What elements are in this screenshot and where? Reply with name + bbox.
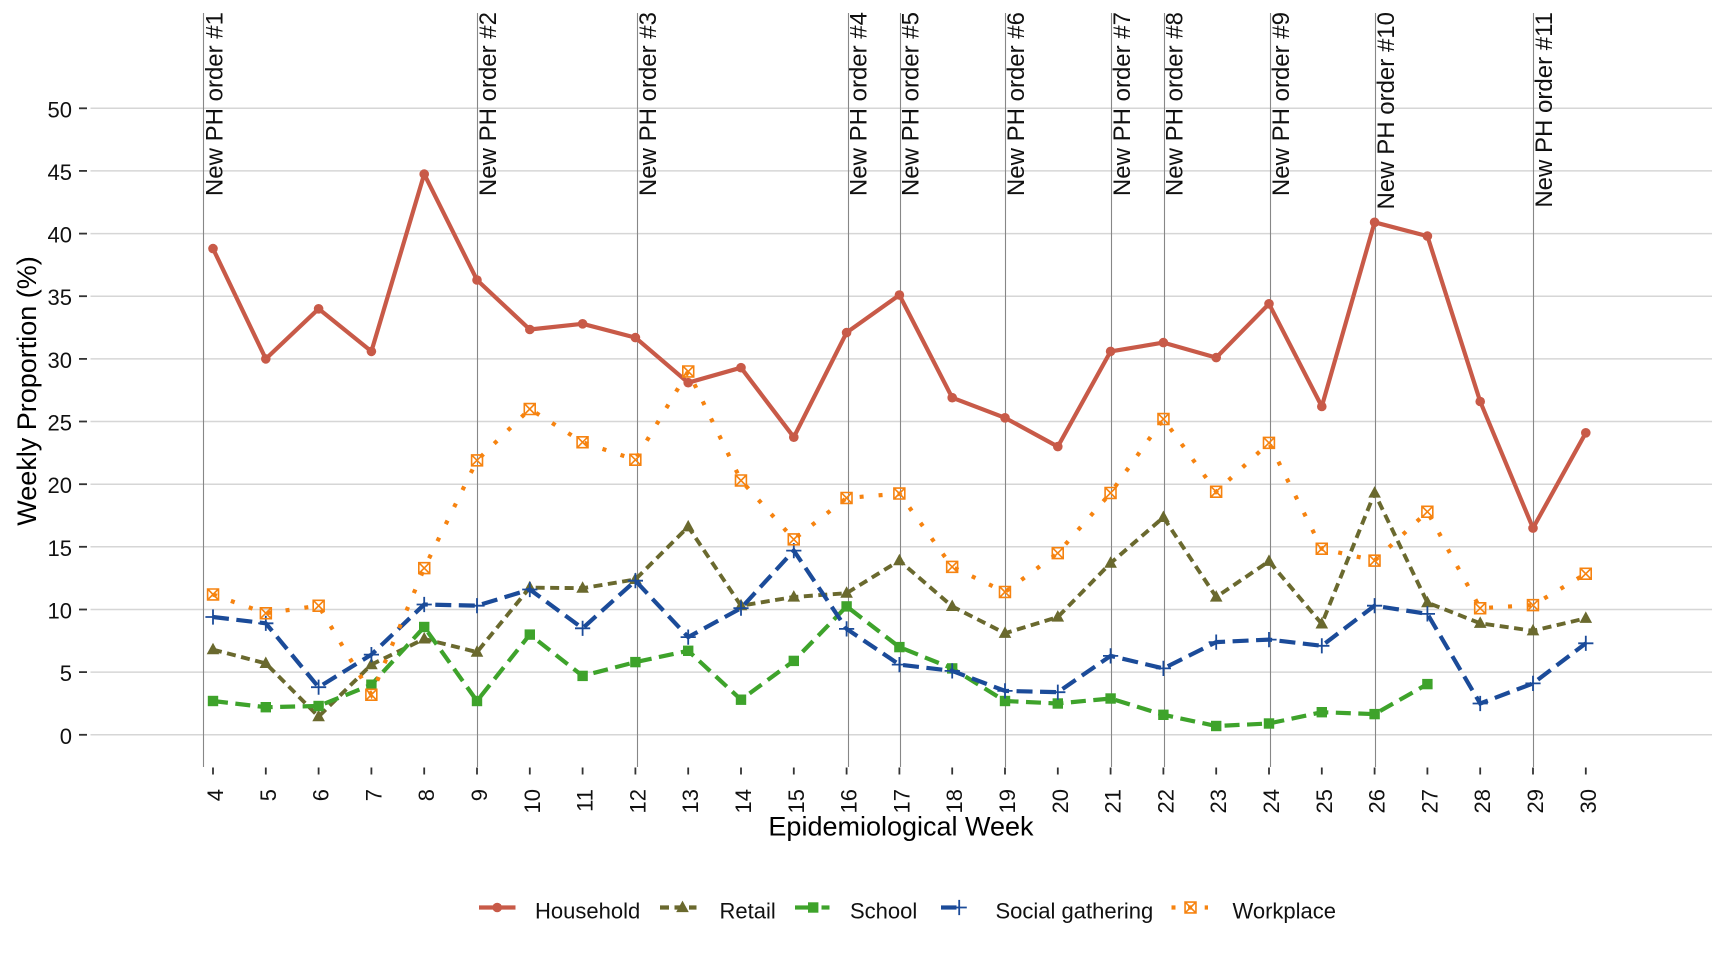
svg-text:5: 5 (60, 661, 72, 686)
svg-text:11: 11 (573, 789, 598, 812)
svg-text:29: 29 (1523, 789, 1548, 813)
svg-text:9: 9 (467, 789, 492, 801)
svg-text:New PH order #3: New PH order #3 (635, 12, 662, 196)
svg-text:21: 21 (1101, 789, 1126, 813)
svg-text:22: 22 (1153, 789, 1178, 813)
svg-text:17: 17 (889, 789, 914, 813)
svg-text:New PH order #2: New PH order #2 (475, 12, 502, 196)
svg-text:School: School (850, 899, 917, 924)
svg-text:New PH order #1: New PH order #1 (201, 12, 228, 196)
svg-text:50: 50 (48, 97, 72, 122)
svg-text:30: 30 (1576, 789, 1601, 813)
svg-text:Household: Household (535, 899, 640, 924)
svg-text:0: 0 (60, 724, 72, 749)
svg-text:14: 14 (731, 789, 756, 813)
svg-text:10: 10 (48, 599, 72, 624)
svg-text:20: 20 (48, 473, 72, 498)
svg-text:New PH order #8: New PH order #8 (1162, 12, 1189, 196)
svg-text:7: 7 (361, 789, 386, 801)
svg-text:25: 25 (48, 411, 72, 436)
svg-text:New PH order #10: New PH order #10 (1373, 12, 1400, 209)
svg-text:New PH order #4: New PH order #4 (846, 12, 873, 196)
svg-text:Weekly Proportion (%): Weekly Proportion (%) (12, 256, 42, 526)
svg-text:19: 19 (995, 789, 1020, 813)
svg-text:27: 27 (1417, 789, 1442, 813)
svg-text:Retail: Retail (720, 899, 776, 924)
svg-text:24: 24 (1259, 789, 1284, 813)
svg-text:30: 30 (48, 348, 72, 373)
svg-text:12: 12 (625, 789, 650, 813)
svg-text:4: 4 (203, 789, 228, 801)
svg-text:5: 5 (256, 789, 281, 801)
svg-text:15: 15 (784, 789, 809, 813)
svg-text:16: 16 (837, 789, 862, 813)
svg-text:26: 26 (1365, 789, 1390, 813)
svg-text:13: 13 (678, 789, 703, 813)
svg-text:New PH order #9: New PH order #9 (1268, 12, 1295, 196)
svg-text:15: 15 (48, 536, 72, 561)
svg-text:New PH order #7: New PH order #7 (1109, 12, 1136, 196)
svg-text:8: 8 (414, 789, 439, 801)
svg-text:40: 40 (48, 223, 72, 248)
svg-text:35: 35 (48, 285, 72, 310)
svg-text:Social gathering: Social gathering (996, 899, 1154, 924)
svg-text:Workplace: Workplace (1233, 899, 1337, 924)
svg-text:New PH order #5: New PH order #5 (898, 12, 925, 196)
svg-text:18: 18 (942, 789, 967, 813)
svg-text:28: 28 (1470, 789, 1495, 813)
svg-text:New PH order #6: New PH order #6 (1003, 12, 1030, 196)
svg-text:6: 6 (309, 789, 334, 801)
svg-text:10: 10 (520, 789, 545, 813)
svg-text:20: 20 (1048, 789, 1073, 813)
svg-text:25: 25 (1312, 789, 1337, 813)
svg-text:23: 23 (1206, 789, 1231, 813)
svg-text:45: 45 (48, 160, 72, 185)
svg-text:Epidemiological Week: Epidemiological Week (768, 812, 1034, 842)
svg-text:New PH order #11: New PH order #11 (1531, 12, 1558, 208)
